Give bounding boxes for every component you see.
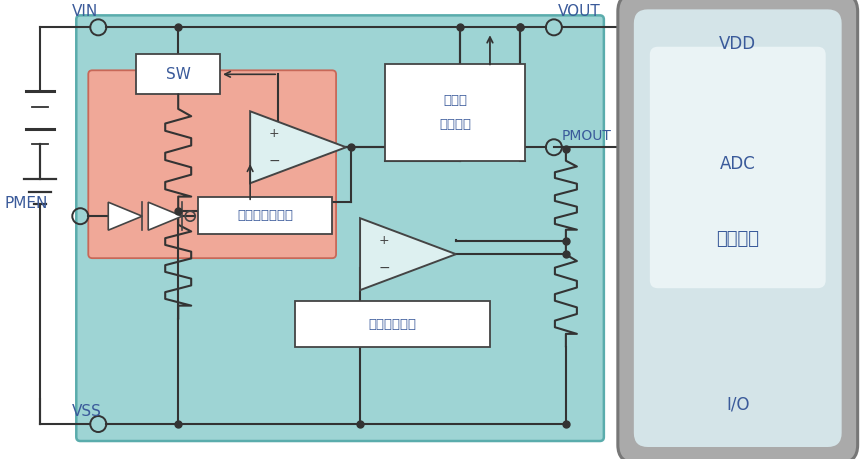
Text: イネーブル回路: イネーブル回路 (237, 209, 293, 222)
FancyBboxPatch shape (294, 301, 489, 347)
FancyBboxPatch shape (649, 47, 825, 288)
Text: +: + (269, 127, 279, 140)
Text: VSS: VSS (72, 404, 102, 419)
Text: 過電流: 過電流 (443, 94, 467, 107)
Text: −: − (268, 154, 280, 168)
Text: PMOUT: PMOUT (561, 129, 611, 143)
Text: 保護回路: 保護回路 (438, 118, 470, 131)
Text: 基準電圧回路: 基準電圧回路 (369, 318, 416, 330)
Polygon shape (360, 218, 455, 290)
Polygon shape (148, 202, 182, 230)
Polygon shape (250, 111, 345, 183)
FancyBboxPatch shape (617, 0, 857, 459)
Text: −: − (378, 261, 389, 275)
Text: +: + (378, 234, 389, 247)
Text: I/O: I/O (725, 395, 748, 413)
Text: ADC: ADC (719, 155, 755, 173)
FancyBboxPatch shape (136, 54, 220, 94)
Text: VOUT: VOUT (557, 4, 600, 19)
FancyBboxPatch shape (88, 70, 336, 258)
FancyBboxPatch shape (385, 64, 524, 161)
FancyBboxPatch shape (198, 197, 331, 234)
FancyBboxPatch shape (76, 15, 604, 441)
Text: VDD: VDD (718, 35, 755, 53)
Text: PMEN: PMEN (4, 196, 47, 211)
Text: SW: SW (165, 67, 190, 82)
Text: マイコン: マイコン (715, 230, 759, 248)
FancyBboxPatch shape (633, 9, 840, 447)
Text: VIN: VIN (72, 4, 98, 19)
Polygon shape (108, 202, 142, 230)
